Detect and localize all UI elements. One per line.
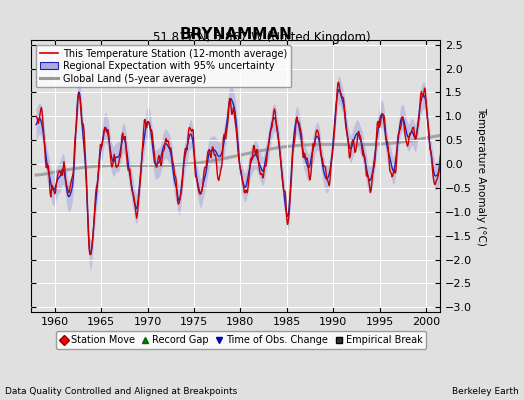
Title: BRYNAMMAN: BRYNAMMAN <box>179 27 292 42</box>
Text: Berkeley Earth: Berkeley Earth <box>452 387 519 396</box>
Text: Data Quality Controlled and Aligned at Breakpoints: Data Quality Controlled and Aligned at B… <box>5 387 237 396</box>
Y-axis label: Temperature Anomaly (°C): Temperature Anomaly (°C) <box>476 106 486 246</box>
Text: 51.817 N, 3.867 W (United Kingdom): 51.817 N, 3.867 W (United Kingdom) <box>153 31 371 44</box>
Legend: This Temperature Station (12-month average), Regional Expectation with 95% uncer: This Temperature Station (12-month avera… <box>36 45 291 88</box>
Legend: Station Move, Record Gap, Time of Obs. Change, Empirical Break: Station Move, Record Gap, Time of Obs. C… <box>56 331 426 349</box>
